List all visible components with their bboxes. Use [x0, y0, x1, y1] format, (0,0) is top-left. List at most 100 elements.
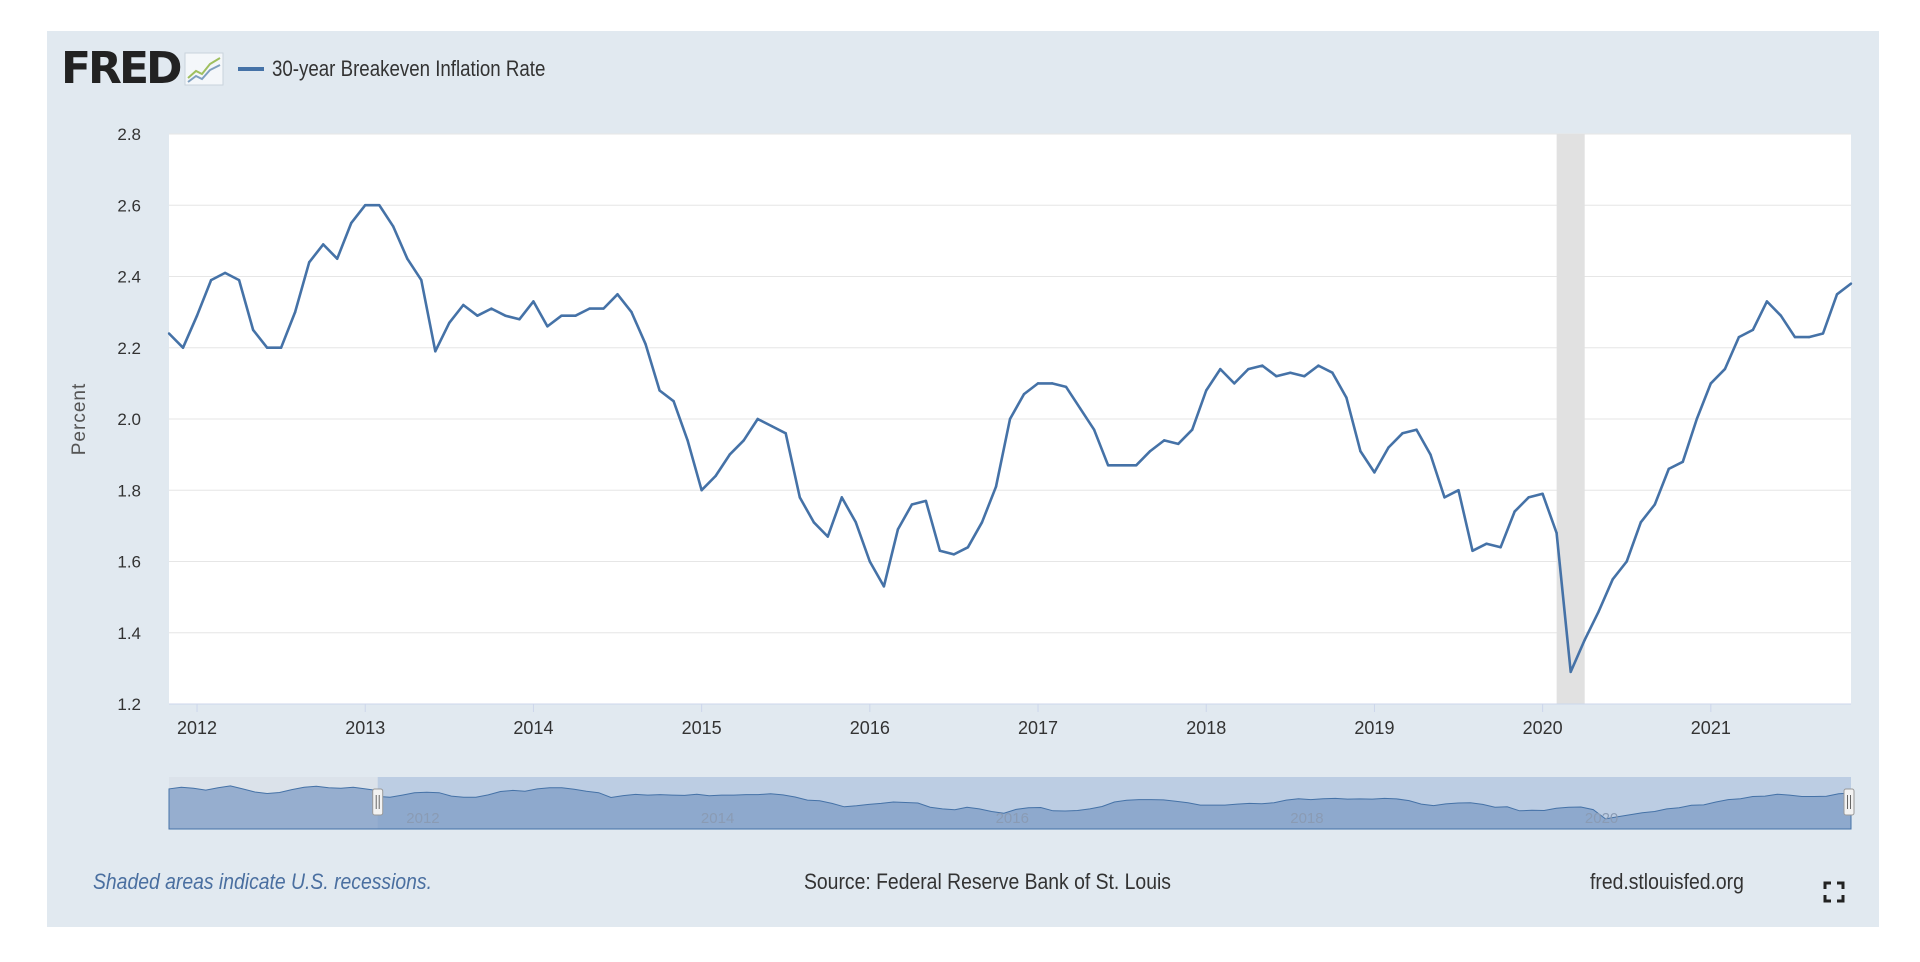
data-point	[1429, 453, 1432, 456]
x-tick-label: 2015	[682, 718, 722, 738]
data-point	[504, 314, 507, 317]
x-tick-label: 2019	[1354, 718, 1394, 738]
navigator-label: 2016	[996, 810, 1029, 827]
data-point	[1162, 439, 1166, 442]
data-point	[630, 310, 633, 314]
data-point	[406, 257, 409, 260]
data-point	[644, 342, 647, 346]
data-point	[1331, 371, 1334, 374]
data-point	[378, 204, 381, 207]
data-point	[742, 439, 745, 442]
data-point	[1191, 428, 1194, 431]
recession-band	[1556, 134, 1585, 704]
data-point	[756, 417, 759, 421]
x-tick-label: 2017	[1018, 718, 1058, 738]
legend-label: 30-year Breakeven Inflation Rate	[271, 56, 545, 81]
data-point	[952, 553, 956, 556]
data-point	[1471, 549, 1474, 553]
y-axis: 1.2 1.4 1.6 1.8 2.0 2.2 2.4 2.6 2.8	[117, 125, 141, 714]
data-point	[1275, 375, 1278, 378]
data-point	[279, 346, 283, 349]
data-point	[1205, 389, 1208, 392]
data-point	[602, 307, 605, 310]
data-point	[1541, 492, 1544, 496]
legend-swatch	[237, 67, 264, 71]
data-point	[1737, 335, 1741, 339]
recession-shading	[1556, 134, 1585, 704]
x-axis: 2012 2013 2014 2015 2016 2017 2018 2019 2020 2021	[169, 703, 1851, 738]
chart-svg[interactable]: 1.2 1.4 1.6 1.8 2.0 2.2 2.4 2.6 2.8 2012 2013 2014…	[47, 31, 1879, 851]
data-point	[265, 346, 269, 349]
data-point	[1765, 300, 1769, 303]
data-point	[1092, 428, 1096, 431]
legend[interactable]: 30-year Breakeven Inflation Rate	[237, 56, 594, 82]
data-point	[1555, 531, 1558, 535]
data-point	[1681, 460, 1685, 463]
data-point	[1625, 560, 1628, 563]
data-point	[1639, 521, 1642, 524]
data-point	[812, 521, 815, 524]
data-point	[1064, 385, 1068, 389]
data-point	[1583, 638, 1586, 642]
x-tick-label: 2020	[1523, 718, 1563, 738]
data-point	[882, 585, 886, 588]
data-point	[714, 474, 717, 478]
site-link[interactable]: fred.stlouisfed.org	[1590, 869, 1744, 894]
data-point	[1513, 510, 1516, 513]
data-point	[181, 346, 185, 349]
navigator-label: 2018	[1290, 810, 1323, 827]
data-point	[1611, 578, 1614, 581]
data-point	[896, 528, 900, 531]
data-point	[490, 307, 493, 310]
data-point	[336, 257, 339, 260]
fullscreen-icon[interactable]	[1823, 881, 1845, 903]
data-point	[1022, 392, 1026, 396]
data-point	[1036, 382, 1040, 385]
data-point	[854, 521, 858, 524]
data-point	[1793, 335, 1797, 339]
data-point	[1443, 496, 1446, 499]
data-point	[518, 318, 521, 321]
series-layer	[167, 203, 1853, 674]
fred-logo[interactable]: FRED	[61, 43, 183, 94]
data-point	[1695, 417, 1699, 421]
data-point	[462, 303, 465, 307]
navigator[interactable]: 2012 2014 2016 2018 2020	[168, 777, 1855, 830]
data-point	[350, 221, 353, 225]
data-point	[1120, 464, 1124, 467]
data-point	[1177, 442, 1180, 446]
data-point	[209, 278, 213, 282]
data-point	[1219, 367, 1222, 371]
y-tick-label: 1.8	[117, 481, 141, 500]
data-point	[307, 261, 311, 264]
data-point	[728, 453, 731, 456]
data-point	[826, 535, 829, 538]
data-point	[784, 432, 787, 435]
data-point	[167, 332, 171, 335]
navigator-handle[interactable]	[372, 788, 384, 816]
data-point	[1050, 382, 1054, 385]
navigator-handle[interactable]	[1843, 788, 1855, 816]
data-point	[770, 424, 773, 428]
data-point	[840, 496, 843, 499]
data-point	[938, 549, 942, 553]
data-point	[1359, 449, 1362, 453]
y-tick-label: 1.4	[117, 624, 141, 643]
data-point	[924, 499, 928, 503]
data-point	[1317, 364, 1320, 367]
navigator-series	[168, 785, 1852, 830]
data-point	[1667, 467, 1670, 471]
x-tick-label: 2021	[1691, 718, 1731, 738]
data-point	[251, 328, 255, 332]
y-tick-label: 2.2	[117, 339, 141, 358]
navigator-label: 2020	[1585, 810, 1618, 827]
data-point	[994, 485, 998, 488]
data-point	[980, 521, 984, 524]
data-point	[1835, 293, 1839, 296]
data-point	[1078, 407, 1082, 410]
y-tick-label: 2.6	[117, 196, 141, 215]
data-point	[532, 300, 535, 303]
data-point	[1527, 496, 1530, 499]
data-point	[1008, 417, 1012, 421]
data-point	[1485, 542, 1488, 545]
